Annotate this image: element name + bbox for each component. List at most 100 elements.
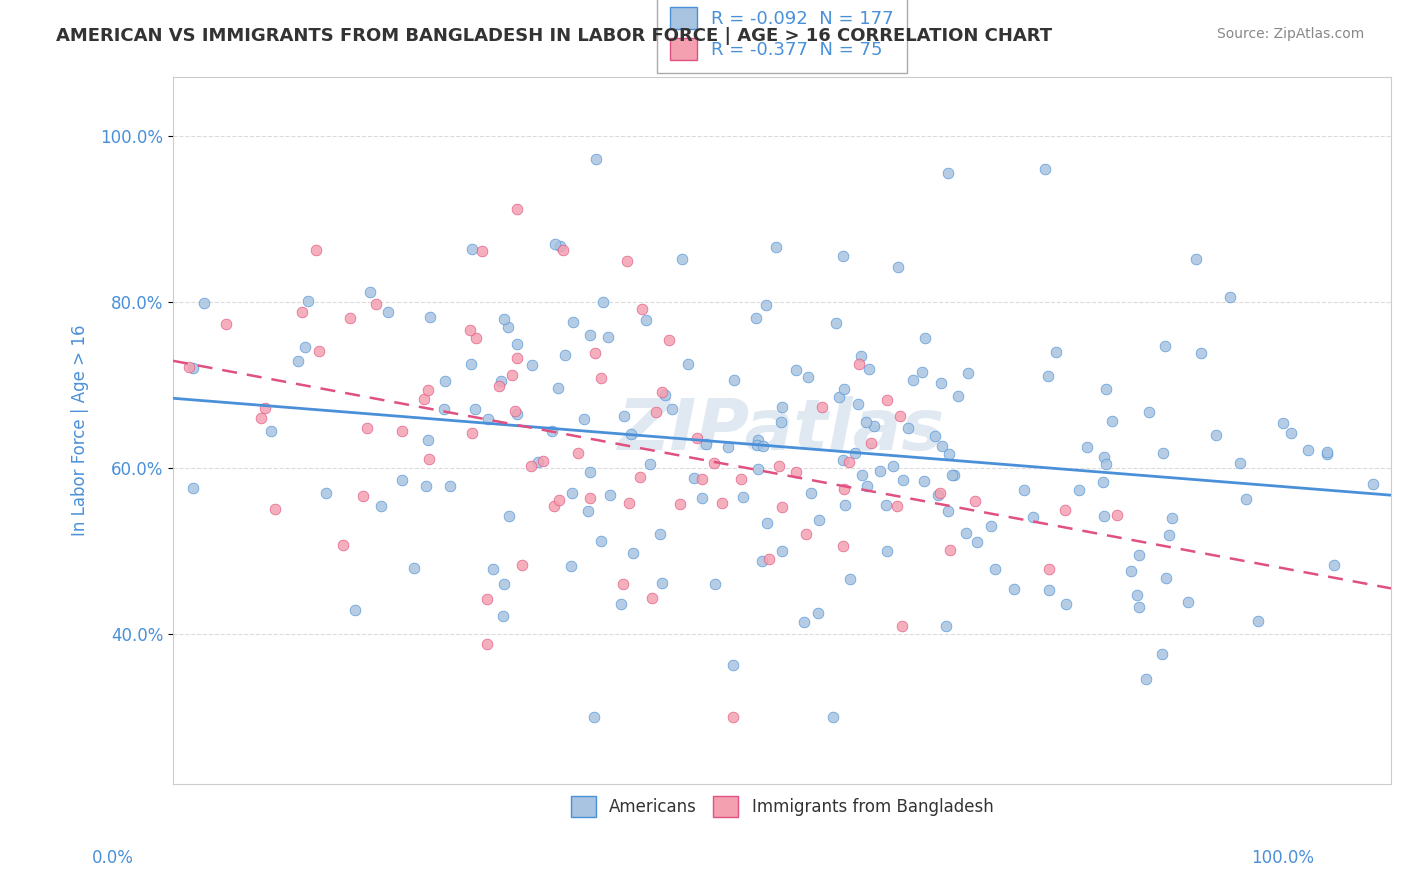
Point <box>591 371 613 385</box>
Point <box>531 453 554 467</box>
Point <box>547 381 569 395</box>
Point <box>260 425 283 439</box>
Point <box>562 314 585 328</box>
Point <box>1316 447 1339 461</box>
Point <box>339 311 361 326</box>
Point <box>859 436 882 450</box>
Point <box>723 373 745 387</box>
Point <box>1054 502 1077 516</box>
Point <box>1036 368 1059 383</box>
Point <box>765 240 787 254</box>
Text: AMERICAN VS IMMIGRANTS FROM BANGLADESH IN LABOR FORCE | AGE > 16 CORRELATION CHA: AMERICAN VS IMMIGRANTS FROM BANGLADESH I… <box>56 27 1052 45</box>
Point <box>253 401 276 415</box>
Point <box>364 297 387 311</box>
Point <box>477 411 499 425</box>
Point <box>832 482 855 496</box>
Point <box>291 305 314 319</box>
Point <box>297 293 319 308</box>
Point <box>929 485 952 500</box>
Point <box>1205 428 1227 442</box>
Point <box>585 152 607 166</box>
Point <box>305 243 328 257</box>
Point <box>751 554 773 568</box>
Point <box>938 542 960 557</box>
Point <box>1045 344 1067 359</box>
Point <box>413 392 436 406</box>
Point <box>831 249 853 263</box>
Point <box>621 546 644 560</box>
Point <box>1035 161 1057 176</box>
Point <box>464 401 486 416</box>
Point <box>863 418 886 433</box>
Point <box>747 462 769 476</box>
Point <box>527 455 550 469</box>
Point <box>678 357 700 371</box>
Point <box>287 354 309 368</box>
Point <box>897 421 920 435</box>
Point <box>264 502 287 516</box>
Point <box>821 710 844 724</box>
Point <box>752 439 775 453</box>
Point <box>825 316 848 330</box>
Point <box>703 456 725 470</box>
Point <box>651 576 673 591</box>
Point <box>935 619 957 633</box>
Point <box>1076 440 1098 454</box>
Point <box>612 576 634 591</box>
Point <box>1137 405 1160 419</box>
Point <box>828 390 851 404</box>
Point <box>482 562 505 576</box>
Point <box>464 331 486 345</box>
Legend: Americans, Immigrants from Bangladesh: Americans, Immigrants from Bangladesh <box>562 788 1002 825</box>
Point <box>543 499 565 513</box>
Point <box>1154 571 1177 585</box>
Point <box>416 384 439 398</box>
Point <box>745 438 768 452</box>
Point <box>1119 565 1142 579</box>
Point <box>628 470 651 484</box>
Point <box>619 496 641 510</box>
Point <box>832 382 855 396</box>
Point <box>488 379 510 393</box>
Point <box>797 370 820 384</box>
Point <box>869 464 891 478</box>
Point <box>648 527 671 541</box>
Point <box>589 534 612 549</box>
Point <box>215 318 238 332</box>
Point <box>415 479 437 493</box>
Point <box>931 439 953 453</box>
Point <box>1092 508 1115 523</box>
Point <box>658 334 681 348</box>
Point <box>501 368 523 383</box>
Text: 0.0%: 0.0% <box>91 849 134 867</box>
Point <box>730 472 752 486</box>
Point <box>948 389 970 403</box>
Point <box>1095 382 1118 396</box>
Point <box>498 509 520 524</box>
Point <box>567 446 589 460</box>
Point <box>471 244 494 259</box>
Point <box>561 485 583 500</box>
Point <box>690 472 713 486</box>
Point <box>510 558 533 572</box>
Point <box>980 518 1002 533</box>
Point <box>731 491 754 505</box>
Point <box>505 337 527 351</box>
Point <box>832 539 855 553</box>
Point <box>402 561 425 575</box>
Point <box>294 341 316 355</box>
Point <box>882 459 904 474</box>
Text: 100.0%: 100.0% <box>1251 849 1315 867</box>
Point <box>359 285 381 300</box>
Point <box>1095 458 1118 472</box>
Point <box>943 467 966 482</box>
Point <box>541 424 564 438</box>
Point <box>744 310 766 325</box>
Point <box>931 376 953 390</box>
Point <box>770 401 793 415</box>
Point <box>356 421 378 435</box>
Point <box>1038 582 1060 597</box>
Point <box>520 458 543 473</box>
Point <box>492 609 515 624</box>
Point <box>370 499 392 513</box>
